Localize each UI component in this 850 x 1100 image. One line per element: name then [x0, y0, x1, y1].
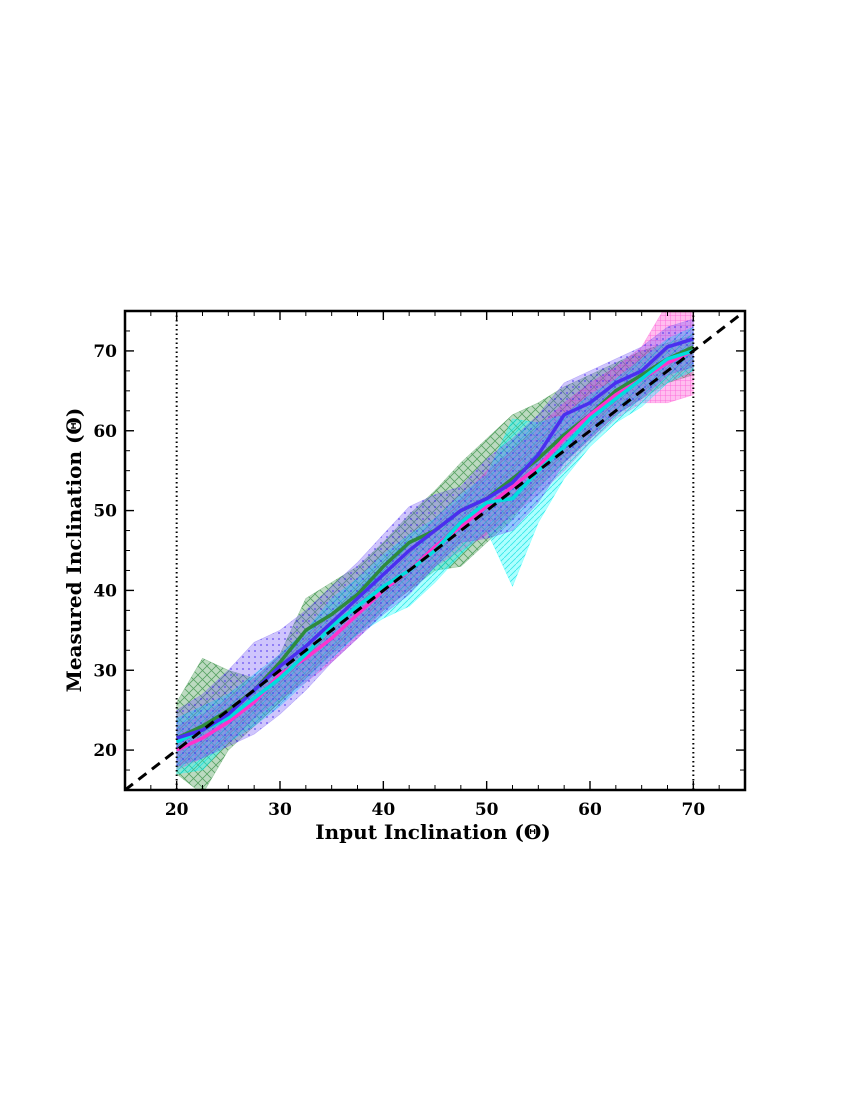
x-tick-label: 20 [165, 800, 189, 820]
y-tick-label: 70 [93, 342, 117, 362]
x-axis-label: Input Inclination (Θ) [315, 820, 550, 844]
plot-area [125, 311, 745, 790]
axes: 20 30 40 50 60 70 20 30 40 50 60 70 [93, 309, 747, 820]
y-tick-label: 40 [93, 581, 117, 601]
y-tick-label: 30 [93, 661, 117, 681]
x-tick-label: 30 [268, 800, 292, 820]
y-tick-label: 60 [93, 422, 117, 442]
y-tick-label: 50 [93, 502, 117, 522]
x-tick-label: 60 [578, 800, 602, 820]
y-axis-label: Measured Inclination (Θ) [62, 408, 86, 693]
series-group [175, 311, 695, 790]
x-tick-label: 70 [681, 800, 705, 820]
x-tick-label: 50 [475, 800, 499, 820]
x-tick-label: 40 [371, 800, 395, 820]
one-to-one-line [125, 311, 745, 790]
y-tick-label: 20 [93, 741, 117, 761]
